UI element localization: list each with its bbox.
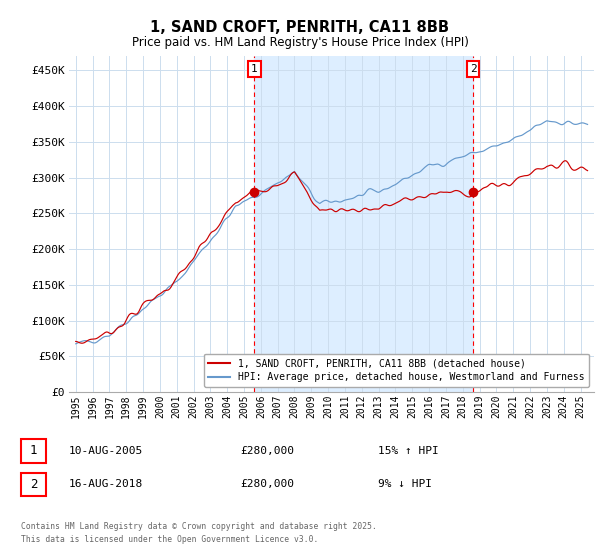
Text: Contains HM Land Registry data © Crown copyright and database right 2025.
This d: Contains HM Land Registry data © Crown c… <box>21 522 377 544</box>
Text: 1: 1 <box>251 64 258 74</box>
Text: 15% ↑ HPI: 15% ↑ HPI <box>378 446 439 456</box>
Bar <box>254 56 473 392</box>
Legend: 1, SAND CROFT, PENRITH, CA11 8BB (detached house), HPI: Average price, detached : 1, SAND CROFT, PENRITH, CA11 8BB (detach… <box>203 353 589 387</box>
Text: 2: 2 <box>30 478 37 491</box>
Text: £280,000: £280,000 <box>240 446 294 456</box>
Text: 2: 2 <box>470 64 476 74</box>
Text: Price paid vs. HM Land Registry's House Price Index (HPI): Price paid vs. HM Land Registry's House … <box>131 36 469 49</box>
Text: 1: 1 <box>30 444 37 458</box>
Text: 16-AUG-2018: 16-AUG-2018 <box>69 479 143 489</box>
Text: 1, SAND CROFT, PENRITH, CA11 8BB: 1, SAND CROFT, PENRITH, CA11 8BB <box>151 20 449 35</box>
Text: 10-AUG-2005: 10-AUG-2005 <box>69 446 143 456</box>
Text: £280,000: £280,000 <box>240 479 294 489</box>
Text: 9% ↓ HPI: 9% ↓ HPI <box>378 479 432 489</box>
